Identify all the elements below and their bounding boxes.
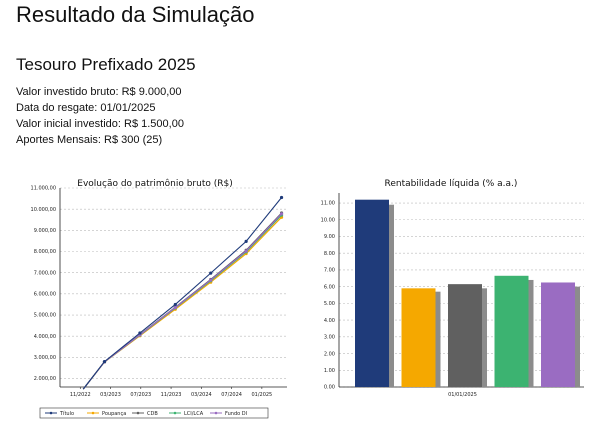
invested-gross: Valor investido bruto: R$ 9.000,00 <box>16 86 182 98</box>
line-chart-y-tick: 7.000,00 <box>34 270 56 276</box>
bar-poupan-a <box>401 288 436 387</box>
legend-marker <box>91 411 95 415</box>
line-chart-y-tick: 8.000,00 <box>34 249 56 255</box>
bar-t-tulo <box>355 199 389 387</box>
bar-chart-y-tick: 4.00 <box>324 318 335 324</box>
series-point <box>209 271 213 275</box>
bar-chart-y-tick: 0.00 <box>324 385 335 391</box>
bar-chart-y-tick: 8.00 <box>324 251 335 257</box>
bar-chart-y-tick: 7.00 <box>324 268 335 274</box>
bar-chart-x-tick: 01/01/2025 <box>448 392 477 398</box>
line-chart-x-tick: 01/2025 <box>251 392 272 398</box>
line-chart-x-tick: 11/2023 <box>161 392 182 398</box>
line-chart-x-tick: 07/2024 <box>221 392 242 398</box>
series-point <box>279 212 284 216</box>
page-title: Resultado da Simulação <box>16 2 255 27</box>
legend-label: Título <box>59 410 74 417</box>
bar-chart-y-tick: 5.00 <box>324 301 335 307</box>
bar-shadow <box>482 288 487 387</box>
line-chart-y-tick: 5.000,00 <box>34 313 56 319</box>
line-chart-y-tick: 10.000,00 <box>31 207 56 213</box>
series-point <box>173 302 177 307</box>
series-point <box>138 331 142 335</box>
bar-chart-y-tick: 11.00 <box>321 201 335 207</box>
series-point <box>279 195 284 200</box>
bar-chart-title: Rentabilidade líquida (% a.a.) <box>385 179 518 189</box>
line-chart-x-tick: 07/2023 <box>130 392 151 398</box>
line-chart-y-tick: 2.000,00 <box>34 376 56 382</box>
series-point <box>244 239 248 243</box>
bar-chart-y-tick: 3.00 <box>324 335 335 341</box>
line-chart-title: Evolução do patrimônio bruto (R$) <box>77 178 232 189</box>
product-title: Tesouro Prefixado 2025 <box>16 55 196 74</box>
legend-label: Fundo DI <box>225 411 247 417</box>
legend-label: Poupança <box>102 411 126 417</box>
line-chart-x-tick: 03/2024 <box>191 392 212 398</box>
legend-marker <box>173 411 177 415</box>
legend-label: CDB <box>147 411 158 417</box>
series-line-cdb <box>82 212 282 390</box>
series-point <box>102 359 107 364</box>
legend-marker <box>49 411 53 415</box>
bar-chart-y-tick: 6.00 <box>324 284 335 290</box>
series-line-t-tulo <box>82 197 282 390</box>
line-chart-legend <box>39 407 269 419</box>
bar-cdb <box>448 284 482 387</box>
bar-shadow <box>389 204 394 387</box>
line-chart-y-tick: 4.000,00 <box>34 334 56 340</box>
bar-shadow <box>575 286 580 387</box>
legend-label: LCI/LCA <box>184 411 204 417</box>
bar-shadow <box>435 291 441 387</box>
bar-chart-y-tick: 9.00 <box>324 234 335 240</box>
series-point <box>209 278 213 282</box>
line-chart-y-tick: 3.000,00 <box>34 355 56 361</box>
monthly-contributions: Aportes Mensais: R$ 300 (25) <box>16 134 163 146</box>
bar-shadow <box>528 279 534 387</box>
line-chart-y-tick: 11.000,00 <box>31 186 56 192</box>
bar-chart-y-tick: 2.00 <box>324 351 335 357</box>
bar-fundo-di <box>541 282 575 387</box>
series-line-fundo-di <box>82 213 282 390</box>
legend-marker <box>214 411 218 415</box>
redemption-date: Data do resgate: 01/01/2025 <box>16 102 156 114</box>
bar-chart-y-tick: 10.00 <box>321 217 335 223</box>
bar-chart-y-tick: 1.00 <box>324 368 335 374</box>
legend-marker <box>136 411 140 415</box>
line-chart-x-tick: 03/2023 <box>100 392 121 398</box>
series-point <box>173 306 177 310</box>
bar-lci-lca <box>494 275 529 387</box>
series-point <box>244 249 248 253</box>
line-chart-y-tick: 6.000,00 <box>34 292 56 298</box>
line-chart-x-tick: 11/2022 <box>70 392 91 398</box>
line-chart-y-tick: 9.000,00 <box>34 228 56 234</box>
simulation-info: Valor investido bruto: R$ 9.000,00 Data … <box>16 84 184 148</box>
initial-investment: Valor inicial investido: R$ 1.500,00 <box>16 118 184 130</box>
